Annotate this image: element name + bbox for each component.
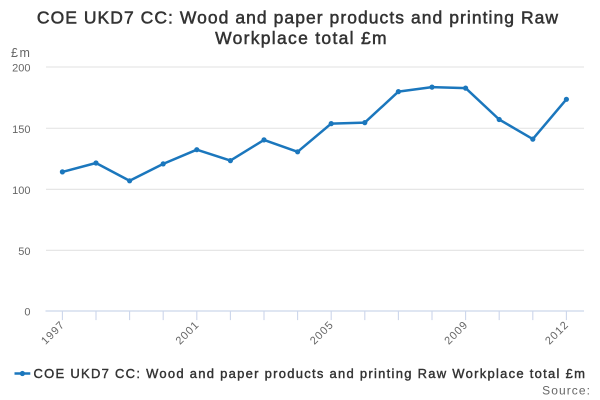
svg-text:COE UKD7 CC: Wood and paper pr: COE UKD7 CC: Wood and paper products and… [34, 366, 587, 381]
svg-text:150: 150 [12, 124, 30, 136]
svg-text:£m: £m [11, 46, 31, 60]
svg-text:50: 50 [18, 246, 30, 258]
svg-text:Workplace total £m: Workplace total £m [215, 28, 388, 48]
svg-text:0: 0 [24, 307, 30, 319]
svg-text:Source:: Source: [542, 384, 591, 398]
svg-text:COE UKD7 CC: Wood and paper pr: COE UKD7 CC: Wood and paper products and… [37, 8, 559, 28]
svg-text:100: 100 [12, 185, 30, 197]
svg-text:200: 200 [12, 63, 30, 75]
